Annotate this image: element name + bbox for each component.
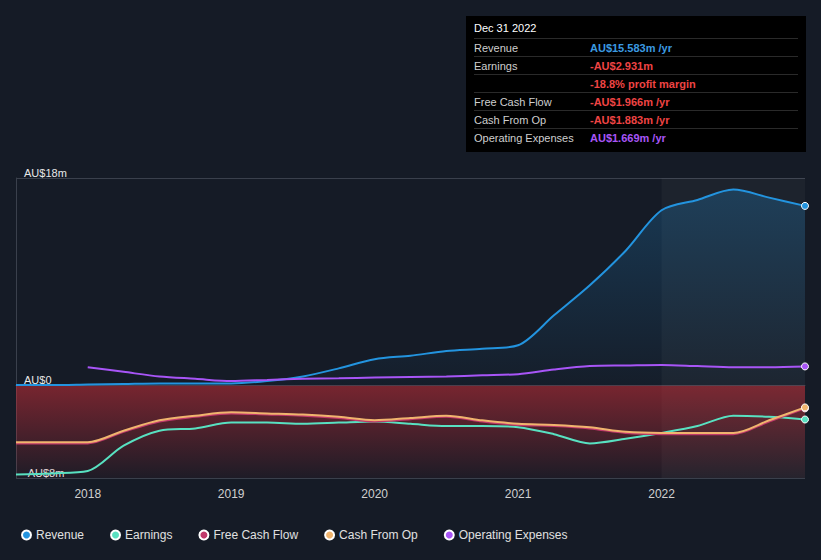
html-text:-AU$1.966m /yr: -AU$1.966m /yr bbox=[590, 95, 670, 108]
svg-text:2020: 2020 bbox=[361, 487, 388, 501]
html-text:Earnings: Earnings bbox=[474, 59, 518, 72]
html-text:AU$15.583m /yr: AU$15.583m /yr bbox=[590, 41, 672, 54]
html-text:Free Cash Flow: Free Cash Flow bbox=[474, 95, 552, 108]
html-text:Revenue: Revenue bbox=[474, 41, 518, 54]
svg-text:2019: 2019 bbox=[218, 487, 245, 501]
html-text:Cash From Op: Cash From Op bbox=[474, 113, 547, 126]
html-text:-AU$2.931m: -AU$2.931m bbox=[590, 59, 653, 72]
html-text:-18.8% profit margin: -18.8% profit margin bbox=[590, 77, 696, 90]
html-text:AU$1.669m /yr: AU$1.669m /yr bbox=[590, 131, 666, 144]
svg-text:Earnings: Earnings bbox=[125, 528, 172, 542]
svg-text:2021: 2021 bbox=[505, 487, 532, 501]
html-text:Operating Expenses: Operating Expenses bbox=[474, 131, 574, 144]
html-text:-AU$1.883m /yr: -AU$1.883m /yr bbox=[590, 113, 670, 126]
html-text:Dec 31 2022: Dec 31 2022 bbox=[474, 22, 537, 34]
svg-text:Cash From Op: Cash From Op bbox=[339, 528, 418, 542]
svg-text:AU$18m: AU$18m bbox=[24, 167, 67, 179]
svg-text:2022: 2022 bbox=[648, 487, 675, 501]
svg-text:AU$0: AU$0 bbox=[24, 374, 52, 387]
svg-text:Revenue: Revenue bbox=[36, 528, 84, 542]
svg-text:2018: 2018 bbox=[74, 487, 101, 501]
svg-text:Operating Expenses: Operating Expenses bbox=[459, 528, 568, 542]
svg-text:Free Cash Flow: Free Cash Flow bbox=[213, 528, 298, 542]
